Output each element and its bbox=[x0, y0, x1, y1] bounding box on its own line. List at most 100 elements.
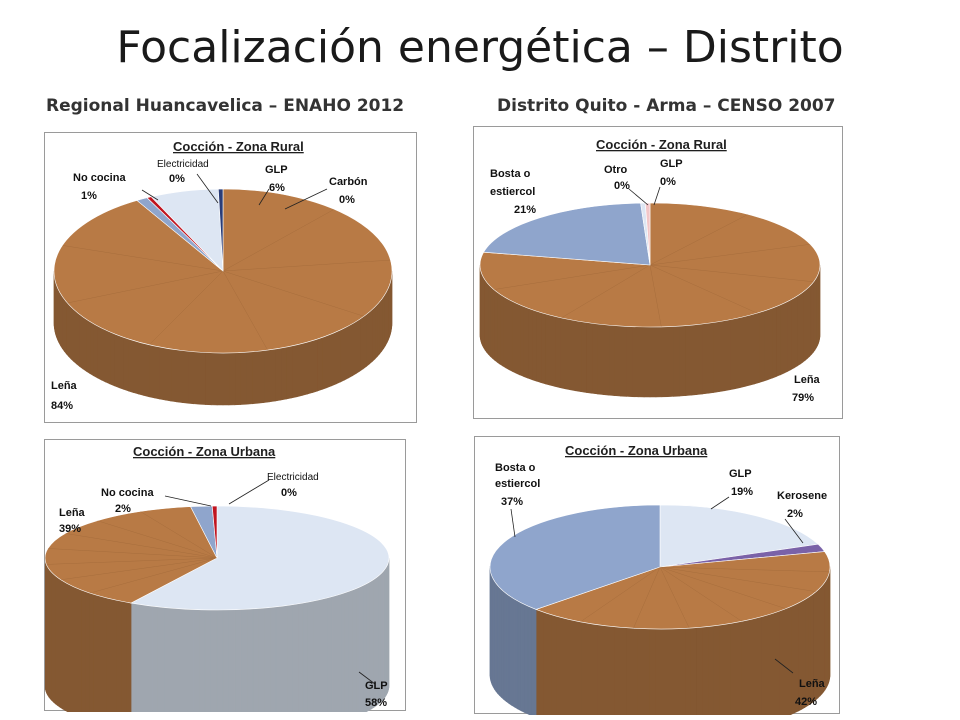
pie-side-bosta-o-estiercol bbox=[505, 592, 510, 704]
data-label-name-lena: Leña bbox=[794, 374, 821, 386]
pie-side-bosta-o-estiercol bbox=[517, 600, 522, 712]
pie-side-lena bbox=[750, 617, 757, 715]
pie-side-glp bbox=[135, 603, 142, 712]
pie-side-lena bbox=[101, 596, 107, 712]
pie-side-lena bbox=[379, 298, 383, 355]
pie-side-lena bbox=[570, 619, 577, 715]
leader-line-electricidad bbox=[196, 173, 219, 204]
pie-side-lena bbox=[199, 351, 206, 405]
data-label-name-electricidad: Electricidad bbox=[267, 472, 319, 483]
pie-chart-district-urban: Cocción - Zona Urbana GLP 19% Kerosene 2% Leñ… bbox=[489, 443, 831, 715]
pie-side-glp bbox=[312, 599, 319, 712]
data-label-value-glp: 6% bbox=[269, 182, 285, 194]
pie-side-glp bbox=[359, 585, 364, 712]
pie-side-lena bbox=[88, 592, 94, 712]
pie-side-lena bbox=[661, 326, 669, 398]
pie-side-lena bbox=[280, 346, 287, 401]
data-label-name-glp: GLP bbox=[265, 164, 288, 176]
pie-side-lena bbox=[602, 324, 610, 396]
pie-side-glp bbox=[307, 600, 314, 712]
pie-side-lena bbox=[523, 306, 529, 379]
pie-side-glp bbox=[352, 588, 357, 712]
data-label-name-otro: Otro bbox=[604, 164, 628, 176]
pie-side-glp bbox=[204, 609, 212, 712]
pie-side-lena bbox=[502, 295, 507, 369]
pie-side-glp bbox=[228, 609, 236, 712]
pie-side-lena bbox=[515, 302, 521, 376]
pie-side-lena bbox=[331, 331, 337, 387]
pie-side-lena bbox=[210, 352, 218, 406]
pie-side-lena bbox=[535, 609, 539, 715]
pie-side-lena bbox=[801, 598, 806, 710]
leader-line-carbon bbox=[284, 188, 328, 210]
pie-side-lena bbox=[93, 323, 98, 379]
pie-side-glp bbox=[198, 609, 206, 712]
pie-side-lena bbox=[637, 628, 644, 715]
pie-side-lena bbox=[535, 310, 542, 383]
pie-side-glp bbox=[302, 601, 309, 712]
pie-side-lena bbox=[85, 318, 91, 375]
pie-side-lena bbox=[799, 291, 804, 365]
data-label-value-lena: 42% bbox=[795, 696, 817, 708]
pie-side-lena bbox=[614, 325, 621, 397]
leader-line-no-cocina bbox=[141, 189, 159, 201]
pie-side-glp bbox=[331, 595, 337, 712]
pie-side-lena bbox=[355, 318, 361, 375]
data-label-value-glp: 19% bbox=[731, 486, 753, 498]
pie-side-lena bbox=[713, 624, 720, 715]
pie-side-lena bbox=[335, 329, 341, 385]
pie-side-lena bbox=[745, 618, 752, 715]
pie-side-glp bbox=[163, 607, 170, 712]
pie-side-bosta-o-estiercol bbox=[527, 605, 533, 715]
pie-side-lena bbox=[70, 585, 75, 712]
leader-line-no-cocina bbox=[164, 495, 212, 507]
pie-side-lena bbox=[802, 289, 806, 363]
pie-side-glp bbox=[322, 597, 328, 712]
pie-side-lena bbox=[575, 620, 582, 715]
data-label-name-no-cocina: No cocina bbox=[73, 172, 126, 184]
pie-side-lena bbox=[62, 580, 66, 711]
pie-side-lena bbox=[512, 300, 517, 374]
data-label-name-lena: Leña bbox=[51, 380, 78, 392]
pie-side-lena bbox=[654, 628, 662, 715]
pie-side-lena bbox=[369, 308, 373, 365]
pie-side-lena bbox=[542, 611, 548, 715]
pie-side-lena bbox=[115, 599, 122, 712]
pie-side-lena bbox=[374, 303, 378, 360]
pie-side-lena bbox=[782, 607, 788, 715]
pie-side-lena bbox=[527, 307, 533, 381]
pie-side-lena bbox=[608, 324, 615, 396]
pie-side-lena bbox=[685, 324, 692, 396]
pie-side-lena bbox=[779, 302, 785, 376]
pie-side-lena bbox=[673, 325, 680, 397]
pie-side-lena bbox=[597, 624, 604, 715]
data-label-value-lena: 79% bbox=[792, 392, 814, 404]
pie-side-lena bbox=[352, 320, 357, 377]
pie-side-glp bbox=[216, 609, 224, 712]
pie-side-lena bbox=[531, 309, 537, 382]
pie-side-lena bbox=[302, 341, 308, 396]
pie-side-lena bbox=[591, 322, 598, 395]
pie-side-lena bbox=[786, 606, 792, 715]
pie-side-lena bbox=[739, 316, 746, 388]
pie-side-lena bbox=[101, 327, 106, 383]
data-label-value-kerosene: 2% bbox=[787, 508, 803, 520]
pie-side-lena bbox=[771, 306, 777, 379]
data-label-value-lena: 84% bbox=[51, 400, 73, 412]
pie-side-glp bbox=[180, 608, 188, 712]
pie-side-lena bbox=[68, 303, 72, 360]
pie-side-glp bbox=[327, 596, 333, 712]
pie-side-lena bbox=[82, 316, 87, 372]
pie-side-lena bbox=[744, 314, 751, 387]
pie-side-lena bbox=[643, 628, 650, 715]
pie-side-glp bbox=[297, 602, 304, 712]
pie-side-lena bbox=[322, 335, 328, 390]
pie-side-glp bbox=[252, 608, 259, 712]
leader-line-bosta-o-estiercol bbox=[510, 508, 516, 538]
pie-side-walls bbox=[45, 557, 390, 712]
pie-side-lena bbox=[57, 576, 61, 708]
pie-side-lena bbox=[84, 591, 90, 712]
data-label-value-lena: 39% bbox=[59, 523, 81, 535]
pie-side-lena bbox=[620, 325, 627, 397]
data-label-name-bosta-o-estiercol: Bosta o bbox=[495, 462, 536, 474]
